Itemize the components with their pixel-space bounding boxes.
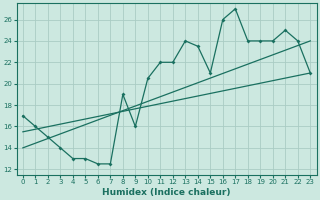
X-axis label: Humidex (Indice chaleur): Humidex (Indice chaleur) [102, 188, 231, 197]
